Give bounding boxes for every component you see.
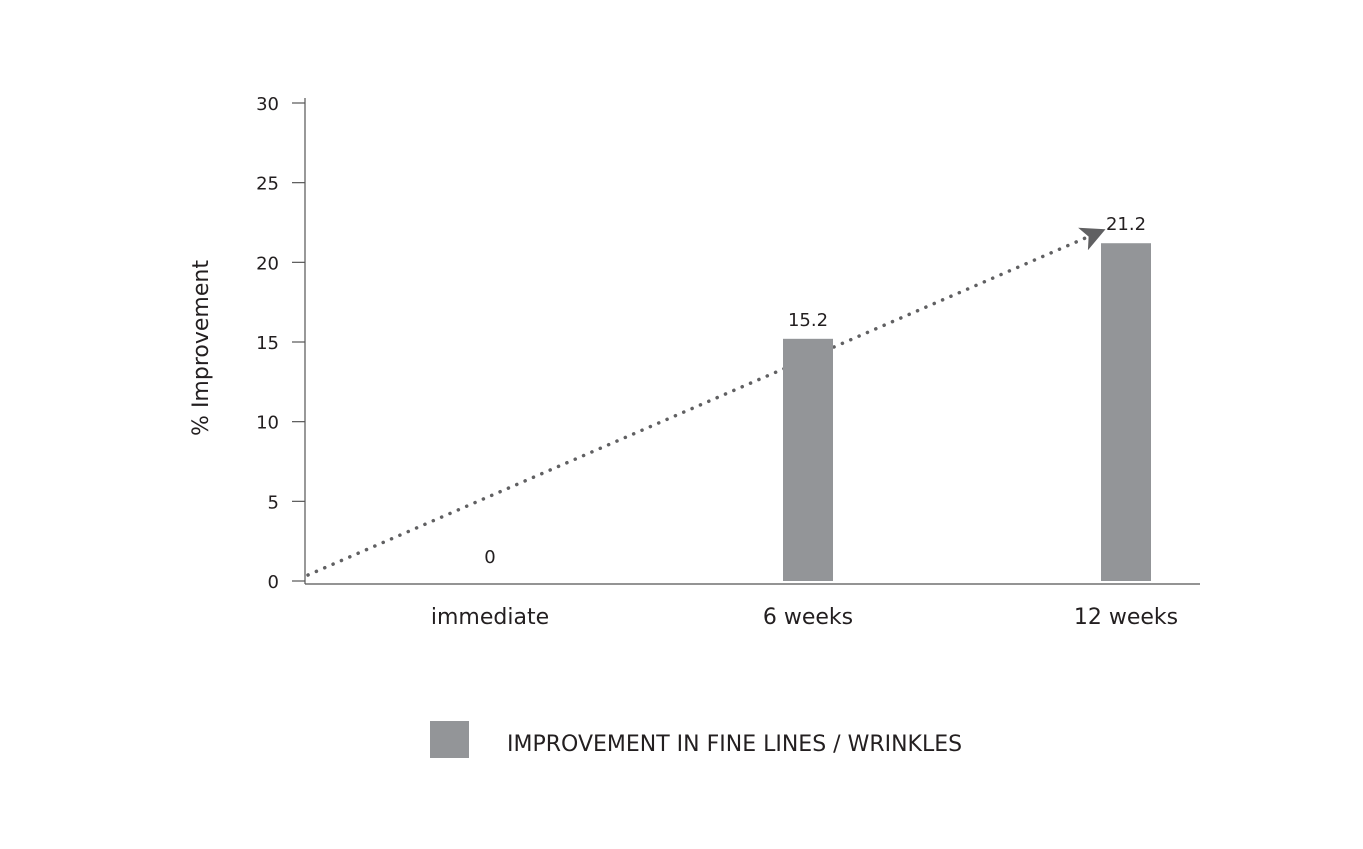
- y-tick-label: 15: [256, 333, 279, 354]
- y-tick-label: 0: [268, 572, 279, 593]
- value-label: 15.2: [788, 310, 828, 331]
- y-tick-label: 30: [256, 94, 279, 115]
- x-tick-label: 6 weeks: [763, 605, 853, 630]
- y-tick-label: 25: [256, 174, 279, 195]
- y-tick-label: 5: [268, 492, 279, 513]
- legend-label: IMPROVEMENT IN FINE LINES / WRINKLES: [507, 732, 962, 757]
- x-tick-label: immediate: [431, 605, 549, 630]
- trend-arrow: [306, 227, 1106, 577]
- value-label: 21.2: [1106, 214, 1146, 235]
- legend-swatch: [430, 721, 469, 758]
- bar: [1101, 243, 1151, 582]
- y-axis-label: % Improvement: [189, 260, 214, 436]
- bar: [783, 338, 833, 581]
- y-tick-label: 10: [256, 413, 279, 434]
- y-tick-label: 20: [256, 253, 279, 274]
- x-tick-label: 12 weeks: [1074, 605, 1178, 630]
- value-label: 0: [484, 547, 495, 568]
